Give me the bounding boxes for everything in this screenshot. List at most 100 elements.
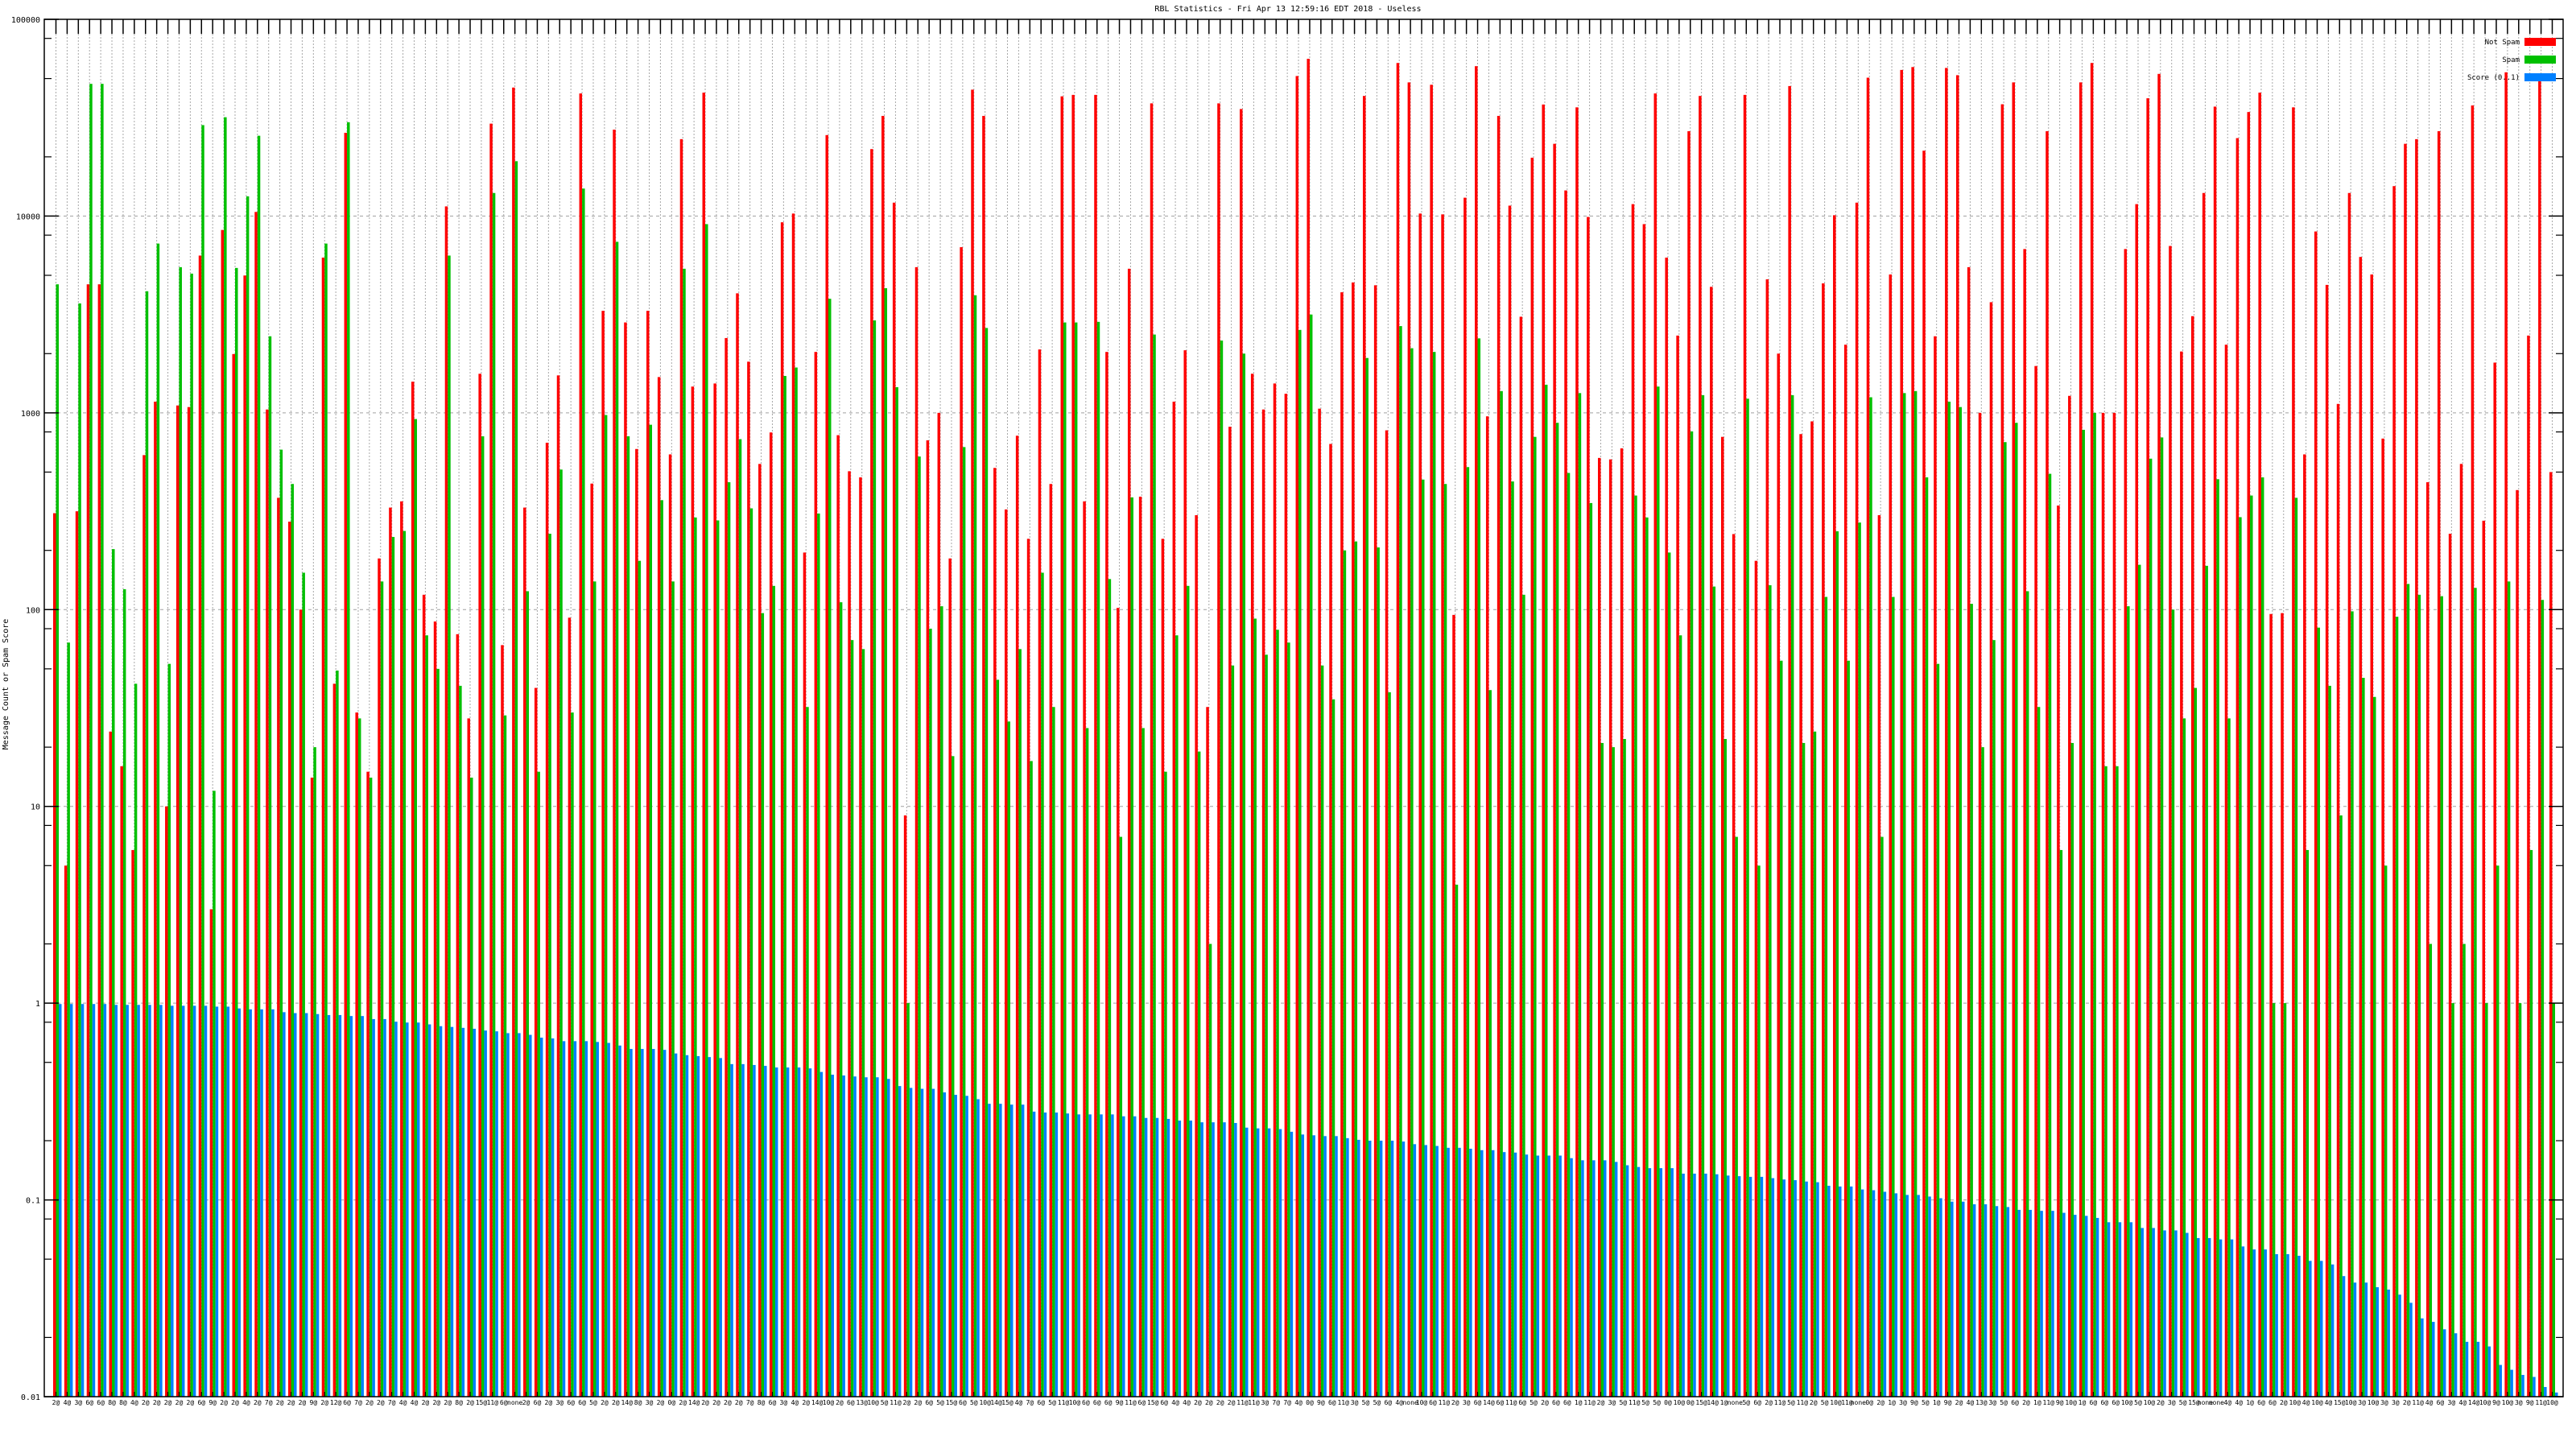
bar-spam xyxy=(1287,642,1290,1397)
x-tick-label: 2@ xyxy=(153,1399,161,1406)
bar-not-spam xyxy=(791,213,795,1397)
x-tick-label: 7@ xyxy=(1283,1399,1291,1406)
bar-not-spam xyxy=(444,206,448,1397)
bar-spam xyxy=(156,243,160,1397)
x-tick-label: 6@ xyxy=(1496,1399,1505,1406)
bar-not-spam xyxy=(691,386,695,1397)
bar-score xyxy=(416,1022,420,1397)
bar-spam xyxy=(985,328,989,1397)
bar-not-spam xyxy=(2549,472,2553,1397)
bar-spam xyxy=(1041,572,1044,1397)
x-tick-label: 3@ xyxy=(555,1399,564,1406)
x-tick-label: 6@ xyxy=(2112,1399,2120,1406)
x-tick-label: 11@ xyxy=(1629,1399,1641,1406)
bar-spam xyxy=(1902,393,1906,1397)
bar-spam xyxy=(2127,606,2130,1397)
bar-spam xyxy=(2059,849,2063,1397)
x-tick-label: 2@ xyxy=(1597,1399,1605,1406)
bar-score xyxy=(1951,1201,1954,1397)
bar-not-spam xyxy=(2213,106,2217,1397)
x-tick-label: 6@ xyxy=(97,1399,105,1406)
bar-spam xyxy=(1096,321,1100,1397)
x-tick-label: 7@ xyxy=(265,1399,273,1406)
bar-not-spam xyxy=(1788,85,1791,1397)
x-tick-label: 14@ xyxy=(688,1399,700,1406)
bar-not-spam xyxy=(1071,94,1075,1397)
x-tick-label: 6@ xyxy=(1082,1399,1090,1406)
bar-not-spam xyxy=(2012,82,2016,1397)
bar-not-spam xyxy=(1934,336,1937,1397)
x-tick-label: 10@ xyxy=(2121,1399,2133,1406)
bar-score xyxy=(2230,1239,2234,1397)
x-tick-label: 14@ xyxy=(811,1399,824,1406)
bar-not-spam xyxy=(456,634,460,1397)
bar-spam xyxy=(1466,467,1470,1397)
bar-not-spam xyxy=(926,440,930,1397)
bar-score xyxy=(114,1005,118,1397)
x-tick-label: 13@ xyxy=(856,1399,868,1406)
bar-score xyxy=(741,1063,745,1397)
x-tick-label: 3@ xyxy=(1988,1399,1996,1406)
bar-spam xyxy=(2104,766,2107,1397)
bar-score xyxy=(1995,1206,1999,1397)
bar-spam xyxy=(1108,579,1112,1397)
bar-spam xyxy=(2462,943,2466,1397)
bar-spam xyxy=(1869,397,1872,1397)
bar-spam xyxy=(2529,849,2533,1397)
bar-score xyxy=(2252,1249,2256,1397)
x-tick-label: 15@ xyxy=(2334,1399,2346,1406)
x-tick-label: 6@ xyxy=(1753,1399,1761,1406)
bar-score xyxy=(2152,1228,2155,1397)
bar-spam xyxy=(839,602,843,1397)
bar-spam xyxy=(380,581,384,1397)
bar-score xyxy=(1894,1193,1898,1397)
x-tick-label: 4@ xyxy=(1395,1399,1403,1406)
bar-score xyxy=(2006,1207,2010,1397)
bar-spam xyxy=(738,439,742,1397)
x-tick-label: 2@ xyxy=(1194,1399,1202,1406)
bar-score xyxy=(450,1026,454,1397)
x-tick-label: 6@ xyxy=(1429,1399,1437,1406)
bar-score xyxy=(1581,1160,1584,1397)
bar-not-spam xyxy=(590,483,593,1397)
bar-spam xyxy=(1208,943,1212,1397)
bar-not-spam xyxy=(2527,335,2530,1397)
bar-score xyxy=(2062,1212,2066,1397)
bar-score xyxy=(2264,1249,2267,1397)
bar-spam xyxy=(2171,609,2175,1397)
bar-score xyxy=(1301,1134,1305,1397)
bar-not-spam xyxy=(2437,130,2441,1397)
bar-score xyxy=(1805,1181,1808,1397)
bar-spam xyxy=(324,243,328,1397)
x-tick-label: 11@ xyxy=(1236,1399,1249,1406)
bar-spam xyxy=(391,537,395,1397)
bar-spam xyxy=(1309,314,1313,1397)
bar-spam xyxy=(67,642,70,1397)
bar-not-spam xyxy=(131,849,134,1397)
x-tick-label: 11@ xyxy=(1505,1399,1517,1406)
x-tick-label: 14@ xyxy=(1483,1399,1495,1406)
x-tick-label: 14@ xyxy=(621,1399,633,1406)
bar-score xyxy=(831,1074,835,1397)
bar-not-spam xyxy=(1430,85,1433,1397)
bar-score xyxy=(92,1004,96,1397)
bar-spam xyxy=(2260,477,2264,1397)
bar-not-spam xyxy=(2191,316,2194,1397)
bar-spam xyxy=(1443,484,1447,1397)
bar-not-spam xyxy=(1900,69,1903,1397)
bar-spam xyxy=(604,415,608,1397)
bar-spam xyxy=(2440,596,2443,1397)
x-tick-label: 10@ xyxy=(1674,1399,1686,1406)
x-tick-label: 6@ xyxy=(197,1399,205,1406)
x-tick-label: 6@ xyxy=(500,1399,508,1406)
x-tick-label: 6@ xyxy=(925,1399,933,1406)
bar-not-spam xyxy=(1441,214,1444,1397)
bar-score xyxy=(1357,1139,1360,1397)
legend-label: Not Spam xyxy=(2485,39,2520,47)
bar-spam xyxy=(89,84,93,1397)
bar-score xyxy=(797,1067,801,1397)
bar-not-spam xyxy=(2068,395,2071,1397)
bar-not-spam xyxy=(1743,94,1747,1397)
legend-swatch xyxy=(2524,56,2556,64)
